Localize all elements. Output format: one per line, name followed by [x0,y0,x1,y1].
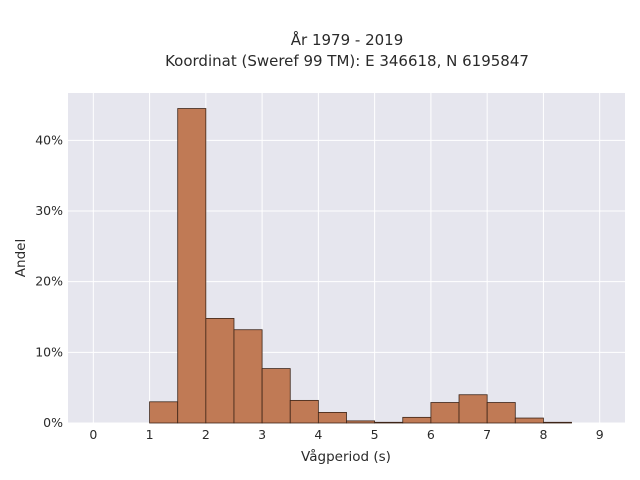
x-tick-label-5: 5 [371,427,379,442]
y-tick-label-1: 10% [35,344,63,359]
x-tick-label-3: 3 [258,427,266,442]
y-axis-label: Andel [13,239,29,277]
histogram-bar-10 [430,402,460,424]
histogram-bar-2 [205,318,235,424]
histogram-bar-8 [374,421,404,424]
y-tick-label-0: 0% [43,415,63,430]
histogram-bar-13 [514,417,544,424]
chart-title: År 1979 - 2019 [291,30,404,49]
y-tick-label-2: 20% [35,274,63,289]
histogram-bar-11 [458,394,488,424]
histogram-bars [149,108,572,424]
histogram-bar-4 [261,368,291,424]
x-tick-label-9: 9 [596,427,604,442]
histogram-bar-14 [543,421,572,424]
x-tick-label-2: 2 [202,427,210,442]
histogram-bar-6 [317,412,347,424]
chart-subtitle: Koordinat (Sweref 99 TM): E 346618, N 61… [165,52,529,70]
x-axis-label: Vågperiod (s) [301,448,391,465]
y-tick-label-3: 30% [35,203,63,218]
y-axis-ticks: 0% 10% 20% 30% 40% [35,132,63,430]
x-tick-label-0: 0 [89,427,97,442]
y-tick-label-4: 40% [35,132,63,147]
x-tick-label-1: 1 [146,427,154,442]
histogram-bar-9 [402,416,432,424]
histogram-bar-7 [346,420,376,424]
histogram-bar-3 [233,329,263,424]
histogram-bar-5 [289,399,319,424]
histogram-bar-12 [486,402,516,424]
x-tick-label-7: 7 [483,427,491,442]
x-tick-label-6: 6 [427,427,435,442]
x-tick-label-4: 4 [314,427,322,442]
x-tick-label-8: 8 [539,427,547,442]
x-axis-ticks: 0 1 2 3 4 5 6 7 8 9 [89,427,603,442]
plot-area [68,93,625,423]
histogram-bar-0 [149,401,179,424]
histogram-bar-1 [177,108,207,424]
